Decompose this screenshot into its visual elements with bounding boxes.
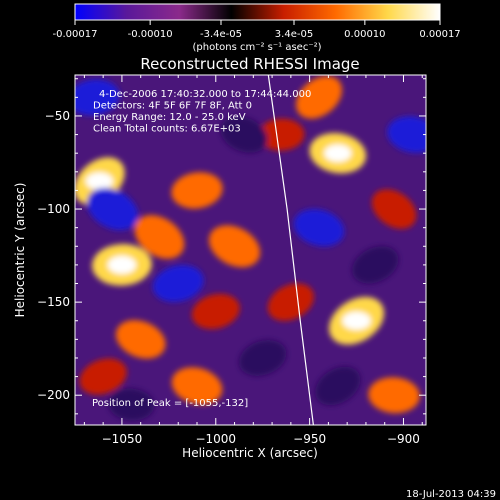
heatmap-blob (220, 116, 268, 153)
heatmap-blob (75, 79, 120, 116)
heatmap-blob (208, 225, 261, 268)
plot-frame (74, 74, 427, 426)
heatmap-image (75, 75, 426, 421)
heatmap-blob (152, 265, 204, 302)
heatmap-blob (315, 366, 361, 406)
colorbar-unit-label: (photons cm⁻² s⁻¹ asec⁻²) (192, 42, 321, 53)
heatmap-blob (87, 187, 138, 231)
chart-title: Reconstructed RHESSI Image (140, 55, 359, 73)
heatmap-blob (115, 320, 166, 359)
heatmap-blob (258, 118, 305, 151)
y-tick-label: −200 (37, 388, 70, 402)
y-tick-label: −150 (37, 295, 70, 309)
heatmap-blob (352, 246, 399, 284)
heatmap-blob-core (107, 255, 137, 274)
colorbar-tick-label: -0.00017 (53, 29, 98, 40)
x-tick-label: −1050 (102, 432, 143, 446)
heatmap-blob (368, 377, 420, 414)
colorbar-ticks: -0.00017 -0.00010 -3.4e-05 3.4e-05 0.00010 0.… (53, 20, 461, 40)
heatmap-blob (239, 339, 287, 376)
heatmap-blob (267, 283, 314, 321)
annotation-line-0: 4-Dec-2006 17:40:32.000 to 17:44:44.000 (99, 89, 311, 100)
solar-limb-line (267, 75, 314, 425)
annotation-line-2: Energy Range: 12.0 - 25.0 keV (93, 112, 246, 123)
y-axis-label: Heliocentric Y (arcsec) (13, 183, 27, 318)
y-tick-label: −100 (37, 202, 70, 216)
colorbar-tick-label: 0.00017 (419, 29, 460, 40)
annotation-line-1: Detectors: 4F 5F 6F 7F 8F, Att 0 (93, 101, 252, 112)
heatmap-blob (79, 358, 127, 395)
heatmap-blob (293, 208, 345, 247)
x-tick-label: −1000 (195, 432, 236, 446)
heatmap-blob (171, 367, 223, 405)
heatmap-blob (371, 189, 417, 229)
colorbar-tick-label: -3.4e-05 (200, 29, 242, 40)
heatmap-blob (134, 215, 185, 259)
axes-ticks: −1050 −1000 −950 −900 −200 −150 −100 −50 (37, 75, 426, 446)
annotation-block: 4-Dec-2006 17:40:32.000 to 17:44:44.000D… (93, 89, 311, 135)
x-tick-label: −900 (387, 432, 420, 446)
x-tick-label: −950 (293, 432, 326, 446)
heatmap-blob (108, 388, 155, 421)
heatmap-blob-core (85, 172, 114, 190)
heatmap-blob (171, 172, 223, 209)
colorbar (74, 3, 441, 21)
heatmap-blob (296, 75, 342, 119)
heatmap-blob-core (324, 144, 352, 162)
colorbar-tick-label: 3.4e-05 (275, 29, 313, 40)
footer-date: 18-Jul-2013 04:39 (406, 489, 496, 500)
heatmap-blob (191, 293, 240, 329)
peak-position-label: Position of Peak = [-1055,-132] (92, 398, 248, 409)
y-tick-label: −50 (45, 109, 70, 123)
heatmap-blob-core (342, 311, 371, 330)
x-axis-label: Heliocentric X (arcsec) (182, 446, 318, 460)
colorbar-tick-label: -0.00010 (128, 29, 173, 40)
colorbar-tick-label: 0.00010 (344, 29, 385, 40)
annotation-line-3: Clean Total counts: 6.67E+03 (93, 124, 241, 135)
